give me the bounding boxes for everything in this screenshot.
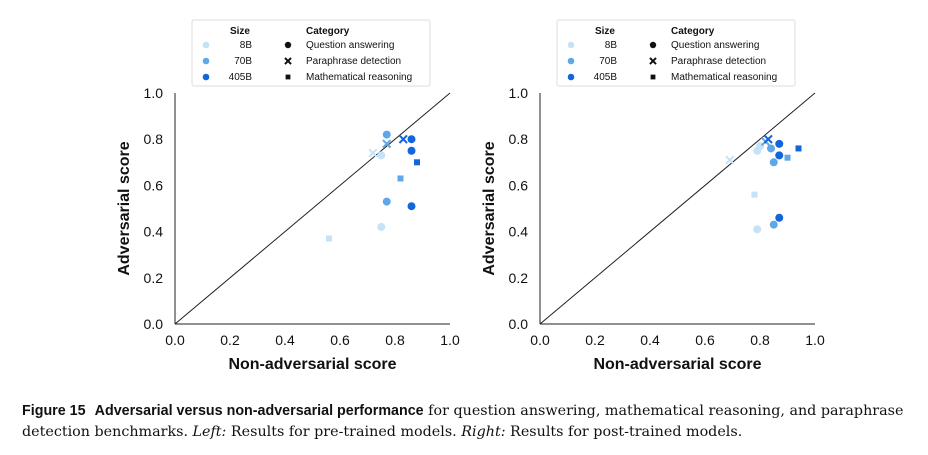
figure-caption: Figure 15 Adversarial versus non-adversa… (22, 401, 912, 443)
x-tick-label: 0.6 (695, 332, 715, 348)
caption-left-text: Results for pre-trained models. (226, 424, 462, 440)
y-tick-label: 0.0 (144, 316, 164, 332)
x-tick-label: 0.4 (275, 332, 295, 348)
legend-size-label: 70B (234, 56, 252, 67)
data-point (763, 134, 773, 144)
legend-category-marker (649, 57, 657, 65)
data-point (368, 148, 378, 158)
legend-size-label: 70B (599, 56, 617, 67)
legend-size-label: 405B (594, 72, 618, 83)
x-tick-label: 0.8 (750, 332, 770, 348)
data-point (784, 154, 791, 161)
data-point (407, 202, 416, 211)
data-point (769, 220, 778, 229)
y-axis-label: Adversarial score (116, 141, 133, 275)
data-point (775, 151, 784, 160)
data-point (767, 144, 775, 153)
data-point (382, 130, 391, 139)
data-point (397, 175, 404, 182)
legend-category-marker (649, 41, 657, 49)
data-point (775, 139, 784, 148)
y-tick-label: 0.4 (509, 224, 529, 240)
data-point (414, 159, 420, 166)
left-chart-panel: 0.00.0 0.2 0.2 0.4 0.4 0.6 0.6 0.8 0.8 1.0 1.0 Non-… (116, 19, 460, 373)
diagonal-reference-line (174, 92, 451, 325)
y-tick-label: 0.0 (509, 316, 529, 332)
x-tick-label: 0.2 (220, 332, 240, 348)
legend-box (556, 19, 796, 87)
x-tick-label: 1.0 (805, 332, 825, 348)
legend-category-label: Paraphrase detection (306, 56, 401, 67)
data-point (753, 225, 762, 234)
data-point (326, 235, 332, 242)
x-tick-label: 1.0 (440, 332, 460, 348)
figure-svg: 0.00.00.20.20.40.40.60.60.80.81.01.0Non-… (116, 19, 825, 373)
x-tick-label: 0.8 (385, 332, 405, 348)
legend-size-title: Size (595, 26, 615, 37)
legend-category-marker (284, 41, 292, 49)
data-point (407, 135, 416, 144)
legend-category-marker (284, 57, 292, 65)
legend-category-label: Mathematical reasoning (671, 72, 777, 83)
data-point (769, 158, 778, 167)
caption-right-text: Results for post-trained models. (505, 424, 743, 440)
caption-title: Adversarial versus non-adversarial perfo… (94, 403, 424, 419)
data-point (751, 191, 758, 198)
y-tick-label: 0.4 (144, 224, 164, 240)
right-chart-panel: 0.00.0 0.2 0.2 0.4 0.4 0.6 0.6 0.8 0.8 1.0 1.0 Non-… (481, 19, 825, 373)
x-tick-label: 0.0 (165, 332, 185, 348)
x-tick-label: 0.2 (585, 332, 605, 348)
legend-category-label: Paraphrase detection (671, 56, 766, 67)
caption-left-label: Left: (192, 424, 227, 440)
legend-box (191, 19, 431, 87)
y-tick-label: 1.0 (144, 85, 164, 101)
legend-category-marker (285, 74, 291, 80)
legend-size-marker (202, 57, 210, 65)
legend-category-title: Category (671, 26, 715, 37)
legend-size-marker (202, 73, 210, 81)
legend-size-marker (567, 73, 575, 81)
y-tick-label: 0.2 (509, 270, 529, 286)
y-tick-label: 0.8 (509, 131, 529, 147)
y-tick-label: 0.6 (144, 177, 164, 193)
figure: 0.0 0.0 0.2 0.2 0.4 0.4 0.6 0.6 0.8 0.8 1.0 1.0 Non-… (116, 19, 825, 373)
x-axis-label: Non-adversarial score (593, 356, 761, 373)
legend-category-marker (650, 74, 656, 80)
y-axis-label: Adversarial score (481, 141, 498, 275)
legend-size-marker (567, 57, 575, 65)
legend-size-title: Size (230, 26, 250, 37)
caption-label: Figure 15 (22, 403, 86, 419)
legend-category-label: Question answering (671, 40, 759, 51)
data-point (725, 155, 735, 165)
chart-legend: Size Category 8B 70B 405B Question answering P… (556, 19, 796, 87)
x-tick-label: 0.4 (640, 332, 660, 348)
caption-text: for question answering, mathematical rea… (22, 403, 904, 440)
data-point (377, 222, 386, 231)
x-tick-label: 0.0 (530, 332, 550, 348)
x-axis-label: Non-adversarial score (228, 356, 396, 373)
legend-size-marker (202, 41, 210, 49)
y-tick-label: 0.8 (144, 131, 164, 147)
x-tick-label: 0.6 (330, 332, 350, 348)
diagonal-reference-line (539, 92, 816, 325)
chart-legend: Size Category 8B 70B 405B Question answering P… (191, 19, 431, 87)
data-point (398, 134, 408, 144)
legend-size-label: 8B (605, 40, 618, 51)
legend-category-label: Question answering (306, 40, 394, 51)
data-point (775, 213, 784, 222)
data-point (382, 139, 392, 149)
y-tick-label: 0.2 (144, 270, 164, 286)
caption-right-label: Right: (461, 424, 506, 440)
y-tick-label: 0.6 (509, 177, 529, 193)
legend-size-label: 405B (229, 72, 253, 83)
legend-category-title: Category (306, 26, 350, 37)
y-tick-label: 1.0 (509, 85, 529, 101)
legend-category-label: Mathematical reasoning (306, 72, 412, 83)
data-point (795, 145, 802, 152)
data-point (407, 146, 416, 155)
legend-size-marker (567, 41, 575, 49)
legend-size-label: 8B (240, 40, 253, 51)
data-point (377, 151, 386, 160)
data-point (382, 197, 391, 206)
